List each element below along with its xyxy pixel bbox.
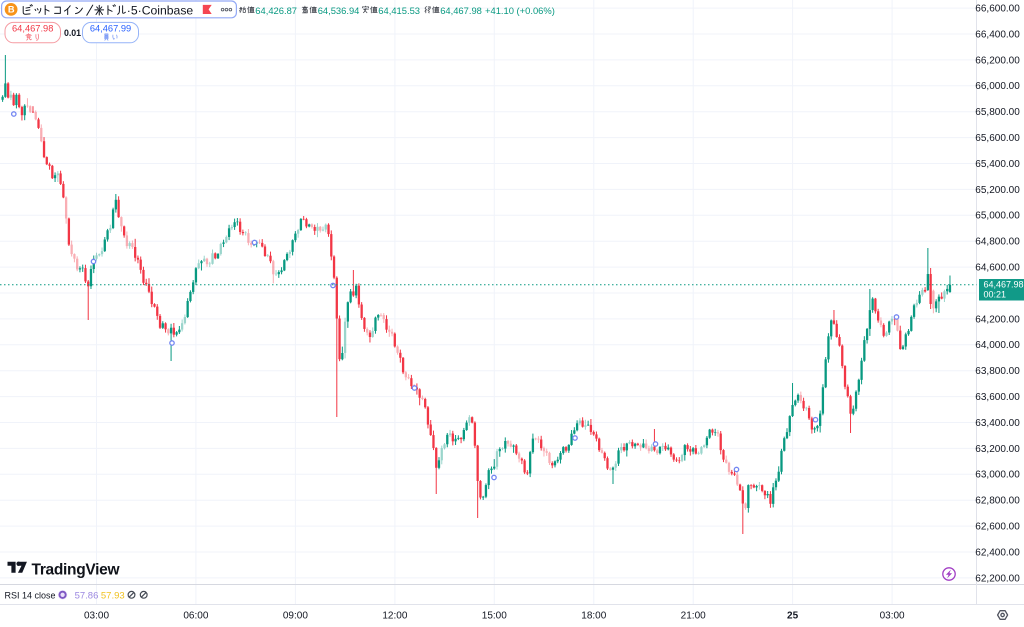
svg-text:21:00: 21:00 bbox=[681, 611, 706, 622]
svg-text:64,800.00: 64,800.00 bbox=[975, 237, 1020, 248]
svg-text:64,536.94: 64,536.94 bbox=[318, 5, 360, 16]
svg-text:65,800.00: 65,800.00 bbox=[975, 107, 1020, 118]
svg-text:64,467.98: 64,467.98 bbox=[12, 24, 53, 34]
svg-text:25: 25 bbox=[787, 611, 799, 622]
svg-text:64,200.00: 64,200.00 bbox=[975, 314, 1020, 325]
svg-text:64,467.98: 64,467.98 bbox=[440, 5, 482, 16]
svg-text:64,426.87: 64,426.87 bbox=[255, 5, 297, 16]
svg-text:06:00: 06:00 bbox=[183, 611, 208, 622]
svg-text:65,000.00: 65,000.00 bbox=[975, 211, 1020, 222]
svg-text:62,600.00: 62,600.00 bbox=[975, 522, 1020, 533]
svg-text:+41.10 (+0.06%): +41.10 (+0.06%) bbox=[485, 5, 555, 16]
svg-text:63,200.00: 63,200.00 bbox=[975, 444, 1020, 455]
svg-text:·5·Coinbase: ·5·Coinbase bbox=[127, 4, 194, 18]
svg-text:66,600.00: 66,600.00 bbox=[975, 4, 1020, 15]
svg-text:57.86: 57.86 bbox=[75, 590, 99, 601]
svg-text:62,800.00: 62,800.00 bbox=[975, 496, 1020, 507]
svg-text:12:00: 12:00 bbox=[382, 611, 407, 622]
svg-text:RSI 14 close: RSI 14 close bbox=[5, 590, 56, 600]
svg-text:57.93: 57.93 bbox=[101, 590, 125, 601]
svg-text:03:00: 03:00 bbox=[880, 611, 905, 622]
svg-text:03:00: 03:00 bbox=[84, 611, 109, 622]
svg-text:66,000.00: 66,000.00 bbox=[975, 81, 1020, 92]
svg-text:65,200.00: 65,200.00 bbox=[975, 185, 1020, 196]
svg-text:00:21: 00:21 bbox=[984, 290, 1007, 300]
svg-text:64,415.53: 64,415.53 bbox=[378, 5, 420, 16]
svg-text:63,400.00: 63,400.00 bbox=[975, 418, 1020, 429]
svg-text:63,600.00: 63,600.00 bbox=[975, 392, 1020, 403]
svg-text:0.01: 0.01 bbox=[64, 28, 81, 38]
svg-text:65,600.00: 65,600.00 bbox=[975, 133, 1020, 144]
svg-text:66,400.00: 66,400.00 bbox=[975, 29, 1020, 40]
svg-text:62,200.00: 62,200.00 bbox=[975, 573, 1020, 584]
svg-text:09:00: 09:00 bbox=[283, 611, 308, 622]
svg-text:66,200.00: 66,200.00 bbox=[975, 55, 1020, 66]
svg-text:18:00: 18:00 bbox=[581, 611, 606, 622]
svg-text:63,000.00: 63,000.00 bbox=[975, 470, 1020, 481]
svg-text:64,000.00: 64,000.00 bbox=[975, 340, 1020, 351]
svg-text:62,400.00: 62,400.00 bbox=[975, 547, 1020, 558]
svg-text:B: B bbox=[8, 5, 15, 15]
svg-text:15:00: 15:00 bbox=[482, 611, 507, 622]
svg-text:65,400.00: 65,400.00 bbox=[975, 159, 1020, 170]
svg-text:64,467.98: 64,467.98 bbox=[984, 280, 1024, 290]
svg-text:TradingView: TradingView bbox=[32, 562, 121, 579]
svg-text:63,800.00: 63,800.00 bbox=[975, 366, 1020, 377]
svg-text:64,600.00: 64,600.00 bbox=[975, 263, 1020, 274]
svg-text:64,467.99: 64,467.99 bbox=[90, 24, 131, 34]
